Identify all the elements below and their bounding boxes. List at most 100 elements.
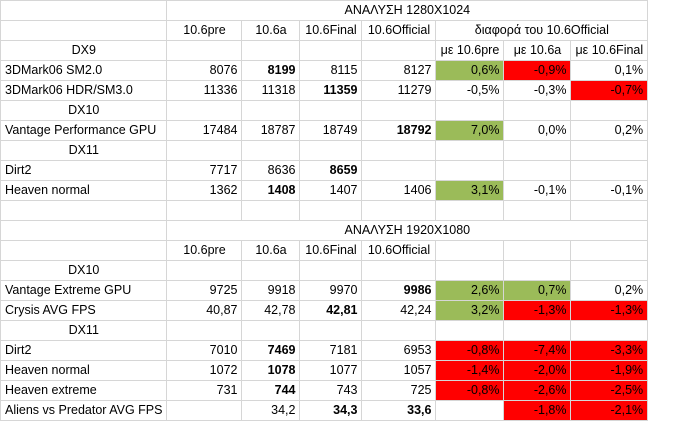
value-cell[interactable]: 17484 (166, 120, 243, 141)
value-cell[interactable]: 1362 (166, 180, 243, 201)
benchmark-name[interactable]: Crysis AVG FPS (0, 300, 168, 321)
value-cell[interactable]: 744 (241, 380, 301, 401)
value-cell[interactable]: 1408 (241, 180, 301, 201)
benchmark-name[interactable]: Vantage Performance GPU (0, 120, 168, 141)
version-header[interactable]: 10.6a (241, 20, 301, 41)
value-cell[interactable]: 42,81 (299, 300, 363, 321)
benchmark-name[interactable]: Heaven normal (0, 180, 168, 201)
diff-col-header[interactable]: με 10.6pre (435, 40, 505, 61)
version-header[interactable]: 10.6Final (299, 20, 363, 41)
value-cell[interactable]: 1078 (241, 360, 301, 381)
diff-cell[interactable]: -2,1% (570, 400, 649, 421)
diff-cell[interactable]: 0,6% (435, 60, 505, 81)
diff-cell[interactable]: -1,3% (570, 300, 649, 321)
value-cell[interactable]: 11318 (241, 80, 301, 101)
version-header[interactable]: 10.6pre (166, 240, 243, 261)
value-cell[interactable]: 9725 (166, 280, 243, 301)
value-cell[interactable]: 18787 (241, 120, 301, 141)
value-cell[interactable]: 6953 (361, 340, 437, 361)
benchmark-name[interactable]: Vantage Extreme GPU (0, 280, 168, 301)
version-header[interactable]: 10.6a (241, 240, 301, 261)
value-cell[interactable]: 1406 (361, 180, 437, 201)
diff-cell[interactable]: -0,3% (503, 80, 572, 101)
value-cell[interactable]: 1077 (299, 360, 363, 381)
value-cell[interactable]: 18749 (299, 120, 363, 141)
value-cell[interactable]: 11359 (299, 80, 363, 101)
diff-col-header[interactable]: με 10.6a (503, 40, 572, 61)
diff-cell[interactable]: -1,3% (503, 300, 572, 321)
version-header[interactable]: 10.6Official (361, 20, 437, 41)
diff-cell[interactable]: 0,0% (503, 120, 572, 141)
diff-cell[interactable]: 7,0% (435, 120, 505, 141)
section1-title[interactable]: ΑΝΑΛΥΣΗ 1280X1024 (166, 0, 649, 21)
diff-cell[interactable]: -7,4% (503, 340, 572, 361)
benchmark-name[interactable]: Dirt2 (0, 340, 168, 361)
benchmark-name[interactable]: Heaven extreme (0, 380, 168, 401)
value-cell[interactable]: 40,87 (166, 300, 243, 321)
version-header[interactable]: 10.6Final (299, 240, 363, 261)
value-cell[interactable]: 8076 (166, 60, 243, 81)
diff-cell[interactable]: 0,2% (570, 280, 649, 301)
value-cell[interactable]: 18792 (361, 120, 437, 141)
diff-cell[interactable]: -0,8% (435, 380, 505, 401)
benchmark-name[interactable]: 3DMark06 HDR/SM3.0 (0, 80, 168, 101)
value-cell[interactable]: 1407 (299, 180, 363, 201)
diff-cell[interactable]: -0,7% (570, 80, 649, 101)
value-cell[interactable]: 34,2 (241, 400, 301, 421)
diff-cell[interactable]: -0,1% (570, 180, 649, 201)
value-cell[interactable] (361, 160, 437, 181)
value-cell[interactable]: 33,6 (361, 400, 437, 421)
diff-title[interactable]: διαφορά του 10.6Official (435, 20, 649, 41)
version-header[interactable]: 10.6pre (166, 20, 243, 41)
value-cell[interactable]: 34,3 (299, 400, 363, 421)
diff-cell[interactable]: -0,9% (503, 60, 572, 81)
group-label[interactable]: DX9 (0, 40, 168, 61)
group-label[interactable]: DX11 (0, 140, 168, 161)
diff-cell[interactable]: 3,1% (435, 180, 505, 201)
diff-cell[interactable] (435, 400, 505, 421)
diff-cell[interactable] (435, 160, 505, 181)
value-cell[interactable]: 8659 (299, 160, 363, 181)
value-cell[interactable]: 11279 (361, 80, 437, 101)
group-label[interactable]: DX10 (0, 100, 168, 121)
value-cell[interactable]: 9986 (361, 280, 437, 301)
diff-cell[interactable] (503, 160, 572, 181)
diff-cell[interactable]: -1,4% (435, 360, 505, 381)
group-label[interactable]: DX11 (0, 320, 168, 341)
value-cell[interactable]: 9970 (299, 280, 363, 301)
value-cell[interactable]: 8636 (241, 160, 301, 181)
diff-cell[interactable]: 0,2% (570, 120, 649, 141)
value-cell[interactable]: 7717 (166, 160, 243, 181)
value-cell[interactable]: 8127 (361, 60, 437, 81)
value-cell[interactable]: 42,24 (361, 300, 437, 321)
group-label[interactable]: DX10 (0, 260, 168, 281)
value-cell[interactable]: 1057 (361, 360, 437, 381)
value-cell[interactable]: 1072 (166, 360, 243, 381)
diff-cell[interactable]: -0,1% (503, 180, 572, 201)
benchmark-name[interactable]: Dirt2 (0, 160, 168, 181)
value-cell[interactable]: 8115 (299, 60, 363, 81)
version-header[interactable]: 10.6Official (361, 240, 437, 261)
diff-cell[interactable]: -2,6% (503, 380, 572, 401)
value-cell[interactable]: 7181 (299, 340, 363, 361)
benchmark-name[interactable]: 3DMark06 SM2.0 (0, 60, 168, 81)
value-cell[interactable]: 9918 (241, 280, 301, 301)
diff-cell[interactable]: -1,8% (503, 400, 572, 421)
diff-cell[interactable] (570, 160, 649, 181)
value-cell[interactable] (166, 400, 243, 421)
diff-cell[interactable]: -2,5% (570, 380, 649, 401)
value-cell[interactable]: 7010 (166, 340, 243, 361)
diff-cell[interactable]: -2,0% (503, 360, 572, 381)
value-cell[interactable]: 731 (166, 380, 243, 401)
diff-cell[interactable]: 0,1% (570, 60, 649, 81)
diff-cell[interactable]: -3,3% (570, 340, 649, 361)
value-cell[interactable]: 11336 (166, 80, 243, 101)
diff-cell[interactable]: 2,6% (435, 280, 505, 301)
value-cell[interactable]: 725 (361, 380, 437, 401)
diff-cell[interactable]: 3,2% (435, 300, 505, 321)
benchmark-name[interactable]: Heaven normal (0, 360, 168, 381)
diff-cell[interactable]: -0,8% (435, 340, 505, 361)
value-cell[interactable]: 743 (299, 380, 363, 401)
value-cell[interactable]: 7469 (241, 340, 301, 361)
section2-title[interactable]: ΑΝΑΛΥΣΗ 1920X1080 (166, 220, 649, 241)
